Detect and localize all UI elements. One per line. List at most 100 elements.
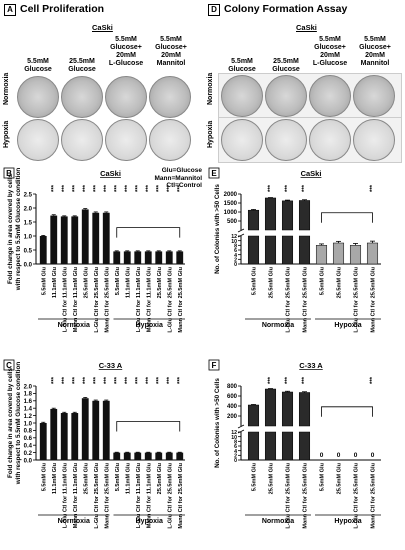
y-axis-label-line: Fold change in area covered by cells xyxy=(7,368,14,478)
significance-marker: *** xyxy=(114,184,120,192)
group-label-normoxia: Normoxia xyxy=(262,322,294,329)
bar xyxy=(60,413,68,460)
bar xyxy=(71,216,79,264)
x-tick-label: 25.5mM Glu xyxy=(83,462,89,494)
x-tick-label: L-Glu Ctl for 25.5mM Glu xyxy=(354,266,360,332)
x-tick-label: Mann Ctl for 11.1mM Glu xyxy=(146,266,152,332)
bar xyxy=(123,452,131,460)
group-label-normoxia: Normoxia xyxy=(262,518,294,525)
y-tick-label: 600 xyxy=(227,394,238,400)
zero-value-label: 0 xyxy=(354,452,358,459)
x-tick-label: L-Glu Ctl for 11.1mM Glu xyxy=(136,462,142,528)
dish-a-normoxia-3 xyxy=(105,76,147,118)
x-tick-label: L-Glu Ctl for 25.5mM Glu xyxy=(94,266,100,332)
bar xyxy=(60,216,68,264)
dish-d-normoxia-3 xyxy=(309,75,351,117)
significance-marker: *** xyxy=(177,184,183,192)
x-tick-label: Mann Ctl for 11.1mM Glu xyxy=(146,462,152,528)
bar xyxy=(50,408,58,460)
hypoxia-bracket xyxy=(321,406,373,417)
group-label-hypoxia: Hypoxia xyxy=(136,518,163,525)
panel-letter-box xyxy=(3,167,15,179)
x-tick-label: Mann Ctl for 25.5mM Glu xyxy=(303,462,309,528)
bar xyxy=(50,215,58,264)
dish-d-normoxia-4 xyxy=(353,75,395,117)
panel-a-letter: A xyxy=(4,4,16,16)
x-tick-label: 5.5mM Glu xyxy=(41,462,47,491)
x-tick-label: Mann Ctl for 25.5mM Glu xyxy=(104,266,110,332)
chart-title: C-33 A xyxy=(99,361,123,370)
y-tick-label: 0.6 xyxy=(24,436,33,442)
y-tick-label: 8 xyxy=(234,440,237,446)
axis-break-mark xyxy=(237,228,245,233)
bar xyxy=(298,200,311,231)
bar xyxy=(71,413,79,460)
x-tick-label: 5.5mM Glu xyxy=(252,462,258,491)
bar-lower xyxy=(281,431,294,461)
bar xyxy=(113,251,121,264)
significance-marker: *** xyxy=(93,376,99,384)
x-tick-label: 11.1mM Glu xyxy=(52,462,58,494)
significance-marker: *** xyxy=(62,376,68,384)
panel-a-cell-line: CaSki xyxy=(92,23,113,32)
chart-e: E CaSki No. of Colonies with >50 Cells 0246… xyxy=(208,167,381,333)
bar xyxy=(165,251,173,264)
bar xyxy=(332,242,345,265)
x-tick-label: 11.1mM Glu xyxy=(125,266,131,298)
y-tick-label: 12 xyxy=(231,430,237,436)
significance-marker: *** xyxy=(114,376,120,384)
panel-d-row-hypoxia: Hypoxia xyxy=(207,120,214,148)
y-tick-label: 0.0 xyxy=(24,458,33,464)
y-tick-label: 1.6 xyxy=(24,399,33,405)
bar-lower xyxy=(264,431,277,461)
significance-marker: *** xyxy=(51,376,57,384)
significance-marker: *** xyxy=(156,184,162,192)
panel-letter: B xyxy=(6,169,12,178)
x-tick-label: L-Glu Ctl for 25.5mM Glu xyxy=(286,266,292,332)
y-tick-label: 2000 xyxy=(224,192,238,198)
panel-a-header: A Cell Proliferation xyxy=(4,3,104,16)
legend-ctl: Ctl=Control xyxy=(166,182,202,189)
panel-d-col-2: 25.5mM Glucose xyxy=(272,58,300,73)
zero-value-label: 0 xyxy=(371,452,375,459)
legend-mann: Mann=Mannitol xyxy=(154,174,202,182)
hypoxia-bracket xyxy=(116,421,181,432)
x-tick-label: Mann Ctl for 11.1mM Glu xyxy=(73,462,79,528)
significance-marker: *** xyxy=(62,184,68,192)
significance-marker: *** xyxy=(135,184,141,192)
x-tick-label: L-Glu Ctl for 25.5mM Glu xyxy=(94,462,100,528)
x-tick-label: 11.1mM Glu xyxy=(52,266,58,298)
significance-marker: *** xyxy=(93,184,99,192)
panel-d-col-1: 5.5mM Glucose xyxy=(228,58,256,73)
x-tick-label: L-Glu Ctl for 25.5mM Glu xyxy=(354,462,360,528)
axis-break-mark xyxy=(237,233,245,238)
significance-marker: *** xyxy=(370,184,376,192)
dish-a-normoxia-1 xyxy=(17,76,59,118)
significance-marker: *** xyxy=(72,376,78,384)
y-tick-label: 0.5 xyxy=(24,248,33,254)
bar xyxy=(39,423,47,460)
x-tick-label: 25.5mM Glu xyxy=(83,266,89,298)
x-tick-label: L-Glu Ctl for 11.1mM Glu xyxy=(136,266,142,332)
chart-f: F C-33 ANo. of Colonies with >50 Cells 024… xyxy=(208,359,381,529)
y-tick-label: 6 xyxy=(234,444,237,450)
y-axis-label-line: No. of Colonies with >50 Cells xyxy=(214,378,221,468)
chart-b: B CaSki Fold change in area covered by cel… xyxy=(3,167,185,333)
significance-marker: *** xyxy=(51,184,57,192)
y-tick-label: 4 xyxy=(234,253,237,259)
x-tick-label: 11.1mM Glu xyxy=(125,462,131,494)
dish-d-hypoxia-4 xyxy=(353,119,395,161)
bar xyxy=(102,212,110,264)
panel-a-row-normoxia: Normoxia xyxy=(3,72,10,105)
significance-marker: *** xyxy=(83,184,89,192)
y-tick-label: 200 xyxy=(227,414,238,420)
bar xyxy=(155,251,163,264)
legend: Glu=Glucose Mann=Mannitol Ctl=Control xyxy=(140,167,202,190)
bar xyxy=(298,392,311,427)
dish-d-hypoxia-1 xyxy=(221,119,263,161)
y-tick-label: 1500 xyxy=(224,201,238,207)
y-axis-label-line: with respect to 5.5mM Glucose condition xyxy=(15,168,22,292)
significance-marker: *** xyxy=(302,184,308,192)
panel-d-row-normoxia: Normoxia xyxy=(207,72,214,105)
panel-letter-box xyxy=(208,359,220,371)
